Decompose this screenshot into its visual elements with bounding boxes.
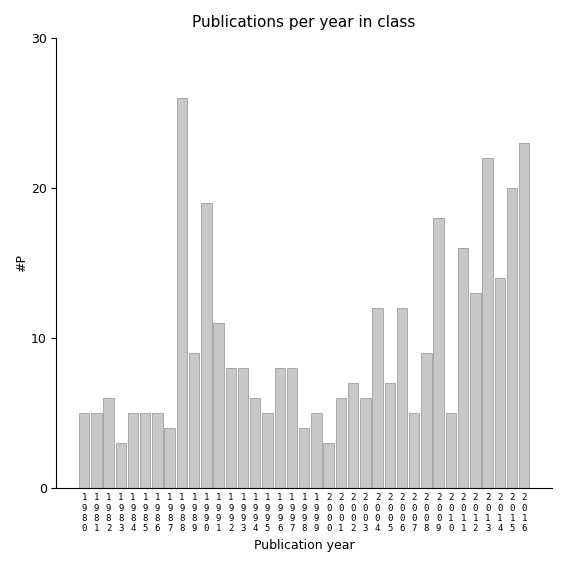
Bar xyxy=(470,293,481,488)
Bar xyxy=(409,413,420,488)
Bar xyxy=(287,369,297,488)
Bar xyxy=(434,218,444,488)
Bar xyxy=(299,428,310,488)
Bar xyxy=(79,413,89,488)
Bar xyxy=(213,323,224,488)
Bar xyxy=(446,413,456,488)
Bar xyxy=(373,308,383,488)
Bar xyxy=(263,413,273,488)
Bar xyxy=(177,98,187,488)
Bar xyxy=(421,353,431,488)
Bar xyxy=(250,399,260,488)
Bar xyxy=(140,413,150,488)
Bar xyxy=(189,353,200,488)
Bar xyxy=(164,428,175,488)
Bar xyxy=(116,443,126,488)
Bar xyxy=(494,278,505,488)
Bar xyxy=(128,413,138,488)
Bar xyxy=(397,308,407,488)
Bar xyxy=(483,158,493,488)
Bar xyxy=(226,369,236,488)
Bar xyxy=(201,203,211,488)
Bar xyxy=(323,443,334,488)
Bar xyxy=(103,399,114,488)
Bar xyxy=(384,383,395,488)
Y-axis label: #P: #P xyxy=(15,254,28,272)
Bar xyxy=(458,248,468,488)
Bar xyxy=(507,188,517,488)
Bar xyxy=(311,413,321,488)
Bar xyxy=(336,399,346,488)
Bar xyxy=(360,399,370,488)
Bar xyxy=(348,383,358,488)
Bar xyxy=(91,413,101,488)
X-axis label: Publication year: Publication year xyxy=(254,539,354,552)
Bar xyxy=(153,413,163,488)
Bar xyxy=(238,369,248,488)
Title: Publications per year in class: Publications per year in class xyxy=(193,15,416,30)
Bar xyxy=(519,143,530,488)
Bar xyxy=(274,369,285,488)
